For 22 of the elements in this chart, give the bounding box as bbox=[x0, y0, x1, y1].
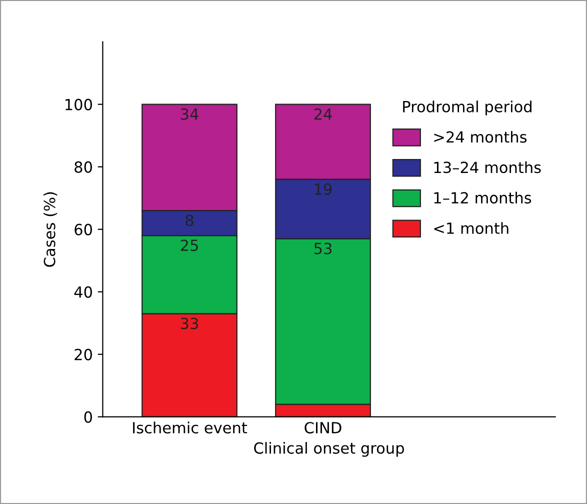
legend-label: 13–24 months bbox=[434, 161, 541, 174]
y-axis-title: Cases (%) bbox=[44, 192, 58, 267]
x-axis-title: Clinical onset group bbox=[254, 442, 404, 457]
y-tick-label: 80 bbox=[74, 161, 92, 173]
x-tick-label: Ischemic event bbox=[133, 422, 248, 434]
data-label: 8 bbox=[186, 214, 194, 226]
x-tick-label: CIND bbox=[304, 422, 342, 434]
y-tick-label: 60 bbox=[74, 224, 92, 236]
data-label: 53 bbox=[314, 242, 332, 254]
data-label: 33 bbox=[180, 318, 198, 330]
legend-label: 1–12 months bbox=[434, 192, 532, 204]
y-tick-label: 40 bbox=[74, 286, 92, 298]
data-label: 24 bbox=[314, 108, 332, 120]
legend-label: >24 months bbox=[434, 130, 527, 143]
y-tick-label: 20 bbox=[74, 348, 92, 360]
y-tick-label: 100 bbox=[66, 98, 92, 110]
data-label: 19 bbox=[314, 183, 332, 195]
legend-title: Prodromal period bbox=[403, 100, 532, 116]
legend-label: <1 month bbox=[434, 222, 508, 234]
y-tick-label: 0 bbox=[84, 411, 92, 423]
data-label: 34 bbox=[180, 108, 198, 120]
data-label: 25 bbox=[180, 240, 198, 252]
